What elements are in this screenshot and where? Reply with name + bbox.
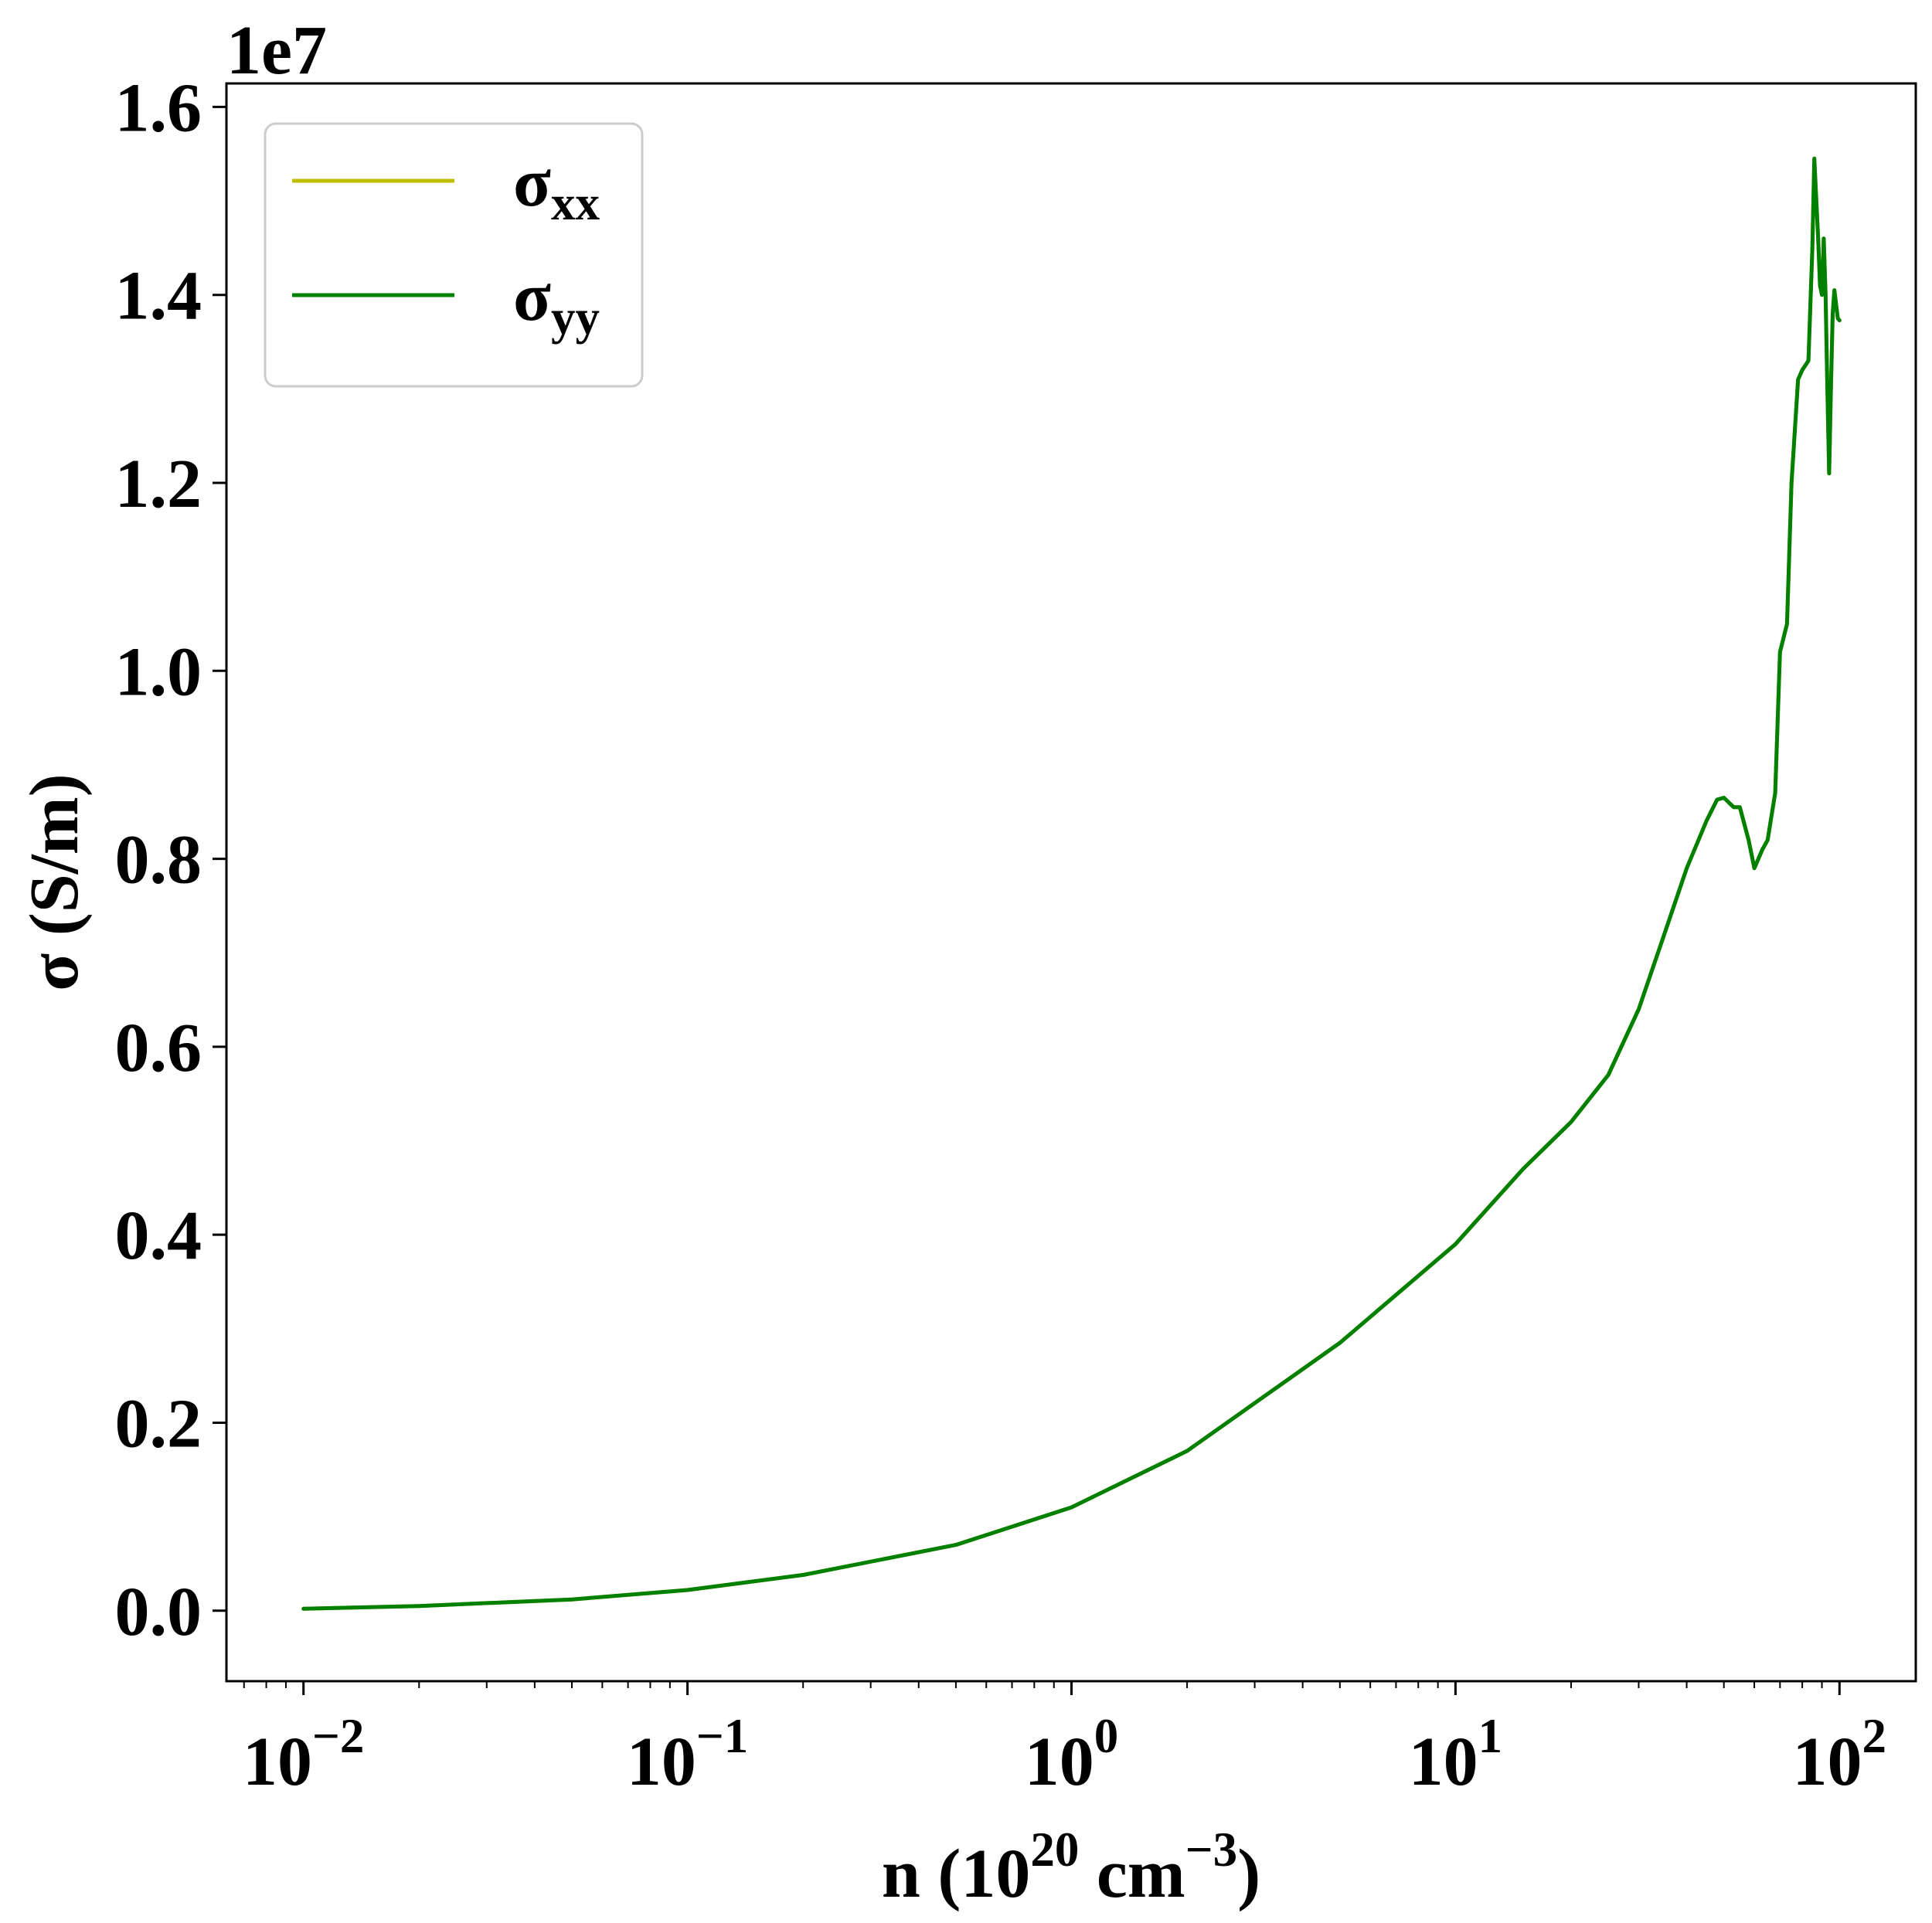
legend: σxx σyy [264, 122, 644, 388]
x-axis-label: n (1020 cm−3) [882, 1823, 1260, 1912]
x-tick-label: 10−1 [627, 1709, 748, 1800]
x-axis-label-sup2: −3 [1185, 1823, 1237, 1877]
y-tick-label: 0.0 [115, 1574, 202, 1650]
x-tick-label: 100 [1025, 1709, 1119, 1800]
y-tick-label: 0.6 [115, 1010, 202, 1086]
series-line-yy [301, 156, 1842, 1611]
legend-label-yy: σyy [513, 259, 600, 345]
x-axis-label-sup1: 20 [1030, 1823, 1079, 1877]
x-tick-label: 102 [1793, 1709, 1887, 1800]
legend-label-xx: σxx [513, 144, 600, 230]
ticks-layer: 10−2 10−1 100 101 102 0.0 0.2 0.4 0.6 0.8 1.0 1.2 1.… [115, 70, 1887, 1800]
y-tick-label: 1.4 [115, 258, 202, 335]
x-tick-label: 10−2 [243, 1709, 364, 1800]
y-tick-label: 0.4 [115, 1198, 202, 1274]
y-tick-label: 1.2 [115, 446, 202, 522]
y-tick-label: 0.8 [115, 822, 202, 899]
x-tick-label: 101 [1409, 1709, 1503, 1800]
y-multiplier-label: 1e7 [226, 12, 327, 89]
legend-frame [264, 122, 644, 388]
series-layer [301, 156, 1842, 1611]
y-tick-label: 1.0 [115, 634, 202, 710]
y-tick-label: 1.6 [115, 70, 202, 146]
y-axis-label: σ (S/m) [16, 773, 93, 990]
y-tick-label: 0.2 [115, 1385, 202, 1462]
